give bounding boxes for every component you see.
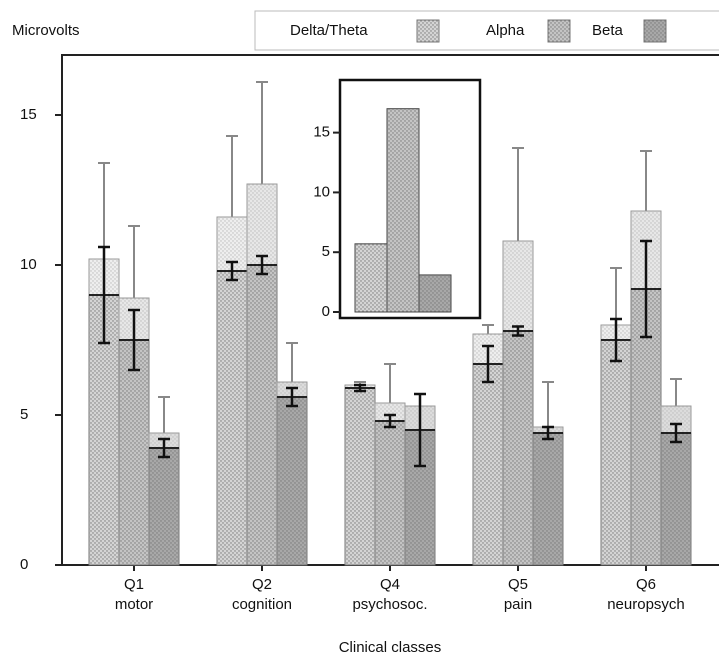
bar-inner [660,432,692,566]
bar-inner [374,420,406,566]
legend-swatch [643,19,667,43]
y-tick-label: 0 [20,556,28,573]
x-tick-label: cognition [232,596,292,613]
bar-inner [276,396,308,566]
bar-inner [600,339,632,566]
x-tick-label: Q4 [380,576,400,593]
x-tick-label: Q1 [124,576,144,593]
inset-bar [418,274,452,313]
legend-swatch [416,19,440,43]
inset-y-tick-label: 0 [322,303,330,320]
bar-inner [246,264,278,566]
x-axis-label: Clinical classes [339,639,442,656]
bar-inner [502,330,534,566]
bar-inner [472,363,504,566]
x-tick-label: pain [504,596,532,613]
y-tick-label: 15 [20,106,37,123]
x-tick-label: psychosoc. [352,596,427,613]
x-tick-label: Q2 [252,576,272,593]
legend-swatch [547,19,571,43]
inset-bar [354,243,388,313]
y-axis-label: Microvolts [12,22,80,39]
inset-y-tick-label: 10 [313,183,330,200]
bar-inner [118,339,150,566]
legend-label: Alpha [486,22,525,39]
x-tick-label: Q6 [636,576,656,593]
legend-label: Delta/Theta [290,22,368,39]
bar-inner [148,447,180,566]
x-tick-label: Q5 [508,576,528,593]
y-tick-label: 5 [20,406,28,423]
inset-y-tick-label: 5 [322,243,330,260]
x-tick-label: motor [115,596,153,613]
x-tick-label: neuropsych [607,596,685,613]
inset-bar [386,108,420,313]
bar-inner [216,270,248,566]
y-tick-label: 10 [20,256,37,273]
bar-inner [344,387,376,566]
bar-inner [532,432,564,566]
legend-label: Beta [592,22,624,39]
inset-y-tick-label: 15 [313,124,330,141]
legend-box [254,10,719,51]
